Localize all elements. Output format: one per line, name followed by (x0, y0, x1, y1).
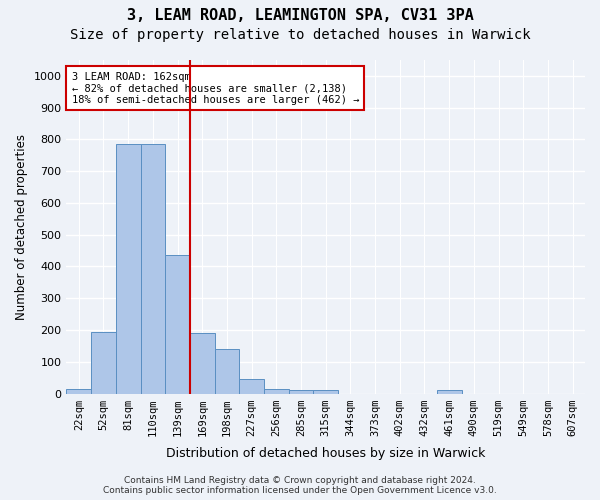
Bar (215, 349, 239, 394)
Bar (165, 256, 190, 394)
Bar (437, 390, 461, 394)
Text: 3 LEAM ROAD: 162sqm
← 82% of detached houses are smaller (2,138)
18% of semi-det: 3 LEAM ROAD: 162sqm ← 82% of detached ho… (71, 72, 359, 105)
Bar (140, 144, 165, 394)
Bar (67, 389, 91, 394)
Text: Contains HM Land Registry data © Crown copyright and database right 2024.
Contai: Contains HM Land Registry data © Crown c… (103, 476, 497, 495)
Text: Size of property relative to detached houses in Warwick: Size of property relative to detached ho… (70, 28, 530, 42)
Text: 3, LEAM ROAD, LEAMINGTON SPA, CV31 3PA: 3, LEAM ROAD, LEAMINGTON SPA, CV31 3PA (127, 8, 473, 22)
Bar (313, 390, 338, 394)
Y-axis label: Number of detached properties: Number of detached properties (15, 134, 28, 320)
Bar (190, 333, 215, 394)
Bar (116, 144, 140, 394)
X-axis label: Distribution of detached houses by size in Warwick: Distribution of detached houses by size … (166, 447, 485, 460)
Bar (239, 379, 264, 394)
Bar (264, 389, 289, 394)
Bar (289, 390, 313, 394)
Bar (91, 332, 116, 394)
